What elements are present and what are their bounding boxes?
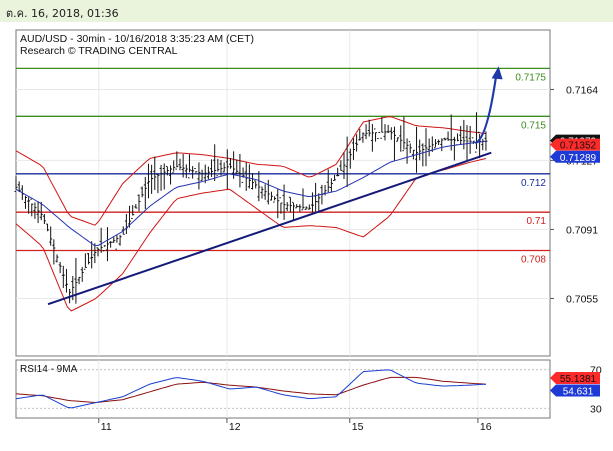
price-badge-label-2: 0.71289 [560,153,597,164]
rsi-value-badge-label: 54.631 [563,387,594,398]
bollinger-upper [15,116,486,226]
support-resistance-levels: 0.7175 0.715 0.712 0.71 0.708 [16,67,550,266]
trend-lines [47,66,503,306]
rsi-indicator: 70 30 55.1381 54.631 [15,365,602,415]
time-tick-label-1: 12 [229,421,241,433]
level-label-1: 0.715 [521,120,546,131]
chart-title: AUD/USD - 30min - 10/16/2018 3:35:23 AM … [20,33,254,45]
rsi-panel [15,359,551,419]
level-label-2: 0.712 [521,178,546,189]
time-tick-label-3: 16 [480,421,492,433]
price-badge-1 [550,138,600,151]
price-panel [15,29,551,357]
price-tick-label-2: 0.7091 [566,224,598,236]
price-badge-2 [550,150,600,163]
price-axis: 0.71640.71270.70910.70550.713730.713520.… [550,84,600,305]
price-tick-label-3: 0.7055 [566,293,598,305]
rsi-ma-badge-label: 55.1381 [560,374,597,385]
rsi-ma-badge [550,372,600,385]
trend-line [47,151,492,306]
price-badge-label-1: 0.71352 [560,141,597,152]
rsi-tick-label-0: 70 [590,365,602,377]
price-tick-label-0: 0.7164 [566,84,598,96]
time-tick-label-2: 15 [352,421,364,433]
level-label-4: 0.708 [521,255,546,266]
level-label-0: 0.7175 [515,72,546,83]
bollinger-lower [15,158,487,312]
rsi-value-badge [550,384,600,397]
projection-arrow-line [474,72,498,145]
moving-average [15,140,486,247]
rsi-label: RSI14 - 9MA [20,364,78,375]
time-axis: 11 12 15 16 [98,418,492,433]
top-bar: ต.ค. 16, 2018, 01:36 [0,0,613,22]
moving-average-line [15,140,486,247]
bollinger-bands [15,116,487,312]
projection-arrowhead [491,66,503,80]
time-tick-label-0: 11 [101,421,112,433]
level-label-3: 0.71 [527,216,547,227]
chart-subtitle: Research © TRADING CENTRAL [20,45,178,57]
rsi-line [15,369,486,409]
timestamp-label: ต.ค. 16, 2018, 01:36 [6,7,119,20]
rsi-tick-label-1: 30 [590,403,602,415]
